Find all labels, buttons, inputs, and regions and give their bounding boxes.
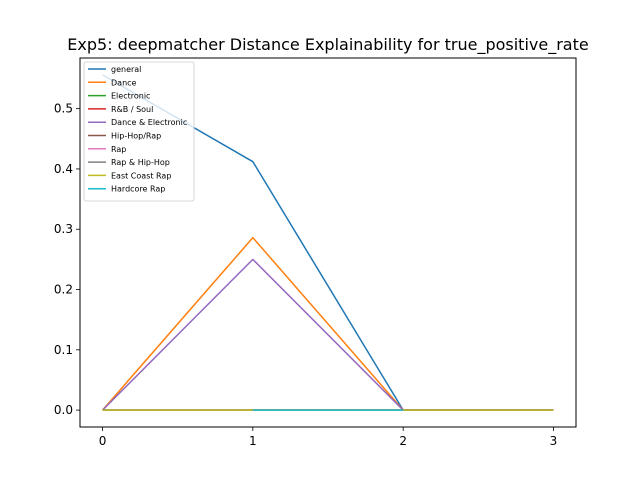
x-tick-label: 0 (99, 434, 107, 448)
x-axis: 0 1 2 3 (99, 427, 558, 448)
legend-label: R&B / Soul (111, 105, 153, 114)
y-tick-label: 0.5 (54, 102, 73, 116)
x-tick-label: 3 (550, 434, 558, 448)
legend: general Dance Electronic R&B / Soul Dance & … (83, 61, 195, 202)
legend-label: East Coast Rap (111, 171, 171, 180)
legend-label: Hip-Hop/Rap (111, 132, 161, 141)
x-tick-label: 1 (249, 434, 257, 448)
legend-item-hardcore-rap: Hardcore Rap (88, 185, 165, 194)
legend-item-rap: Rap (88, 145, 126, 154)
legend-label: Hardcore Rap (111, 185, 165, 194)
legend-item-hip-hop-rap: Hip-Hop/Rap (88, 132, 161, 141)
legend-item-dance-electronic: Dance & Electronic (88, 118, 187, 127)
legend-item-r-b-soul: R&B / Soul (88, 105, 153, 114)
legend-box (83, 61, 195, 202)
legend-label: general (111, 65, 141, 74)
legend-item-dance: Dance (88, 78, 137, 87)
legend-item-general: general (88, 65, 141, 74)
x-tick-label: 2 (399, 434, 407, 448)
y-tick-label: 0.1 (54, 343, 73, 357)
chart-title: Exp5: deepmatcher Distance Explainabilit… (67, 35, 588, 55)
legend-item-rap-hip-hop: Rap & Hip-Hop (88, 158, 170, 167)
legend-item-east-coast-rap: East Coast Rap (88, 171, 171, 180)
legend-label: Rap (111, 145, 126, 154)
y-tick-label: 0.3 (54, 222, 73, 236)
legend-label: Dance & Electronic (111, 118, 187, 127)
y-tick-label: 0.0 (54, 403, 73, 417)
y-axis: 0.0 0.1 0.2 0.3 0.4 0.5 (54, 102, 80, 417)
legend-label: Dance (111, 78, 137, 87)
legend-item-electronic: Electronic (88, 92, 150, 101)
axes-frame (79, 57, 577, 428)
legend-label: Rap & Hip-Hop (111, 158, 170, 167)
y-tick-label: 0.2 (54, 283, 73, 297)
y-tick-label: 0.4 (54, 162, 73, 176)
legend-label: Electronic (111, 92, 150, 101)
